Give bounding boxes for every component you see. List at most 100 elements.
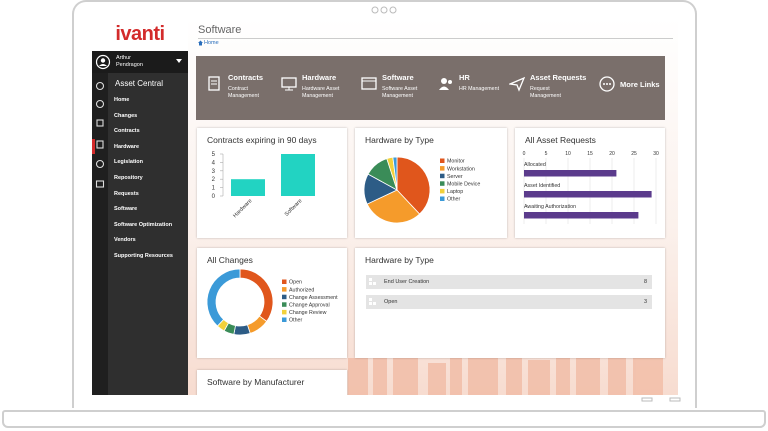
- row-label: Open: [384, 299, 398, 305]
- quick-link-title: More Links: [620, 80, 660, 89]
- quick-link-title: Contracts: [228, 73, 264, 82]
- dropdown-caret: [176, 59, 182, 63]
- legend-label: Authorized: [289, 287, 314, 293]
- legend-swatch: [282, 309, 287, 315]
- pie-slice: [392, 156, 398, 191]
- bar: [524, 191, 652, 198]
- bar: [231, 179, 265, 196]
- legend-swatch: [440, 158, 445, 163]
- breadcrumb[interactable]: Home: [204, 40, 219, 46]
- quick-link[interactable]: Asset Requests Request Management: [509, 56, 586, 120]
- page-title: Software: [198, 24, 242, 36]
- row-icon: [369, 298, 376, 305]
- chart: 0 5 10 15 20 25 30 Allocated Asset Identified Awa…: [523, 151, 659, 224]
- legend-swatch: [282, 287, 287, 292]
- quick-link-title: Software: [382, 73, 414, 82]
- changes-widget: All Changes Open Authorized Change Assessme…: [197, 248, 347, 358]
- donut-segment: [206, 268, 241, 327]
- quick-link[interactable]: Hardware Hardware Asset Management: [281, 56, 351, 120]
- donut-segment: [239, 268, 274, 322]
- menu-item[interactable]: Changes: [114, 112, 138, 119]
- chart: 0 1 2 3 4 5 Hardware Software: [212, 152, 315, 219]
- section-title: Asset Central: [115, 79, 164, 88]
- x-tick-label: Hardware: [232, 198, 253, 219]
- quick-link[interactable]: Software Software Asset Management: [361, 56, 431, 120]
- legend-swatch: [440, 196, 445, 201]
- menu-item[interactable]: Supporting Resources: [114, 253, 173, 259]
- category-label: Asset Identified: [524, 183, 560, 189]
- header-rule: [198, 38, 673, 39]
- logo[interactable]: ivanti: [92, 18, 188, 51]
- x-tick-label: Software: [284, 198, 304, 218]
- quick-link[interactable]: HR HR Management: [438, 56, 508, 120]
- row-count: 3: [643, 299, 647, 305]
- bar: [281, 154, 315, 196]
- menu-item[interactable]: Software: [114, 206, 138, 213]
- menu-item[interactable]: Vendors: [114, 237, 136, 244]
- row-count: 8: [643, 279, 647, 285]
- quick-link-icon: [599, 76, 615, 92]
- contracts-widget: Contracts expiring in 90 days 0 1 2 3 4 5 Hardw…: [197, 128, 347, 238]
- quick-link-subtitle: Request Management: [530, 86, 561, 99]
- legend-label: Open: [289, 280, 302, 286]
- y-tick-label: 3: [212, 169, 216, 175]
- quick-links-banner: Contracts Contract Management Hardware Hard…: [196, 56, 665, 120]
- x-tick-label: 20: [609, 151, 615, 157]
- legend-swatch: [282, 294, 287, 300]
- software-manufacturer-widget: Software by Manufacturer: [197, 370, 347, 395]
- user-name: Arthur Pendragon: [116, 55, 143, 68]
- legend-label: Workstation: [447, 166, 475, 172]
- widget-title: Hardware by Type: [365, 135, 434, 145]
- user-bar[interactable]: Arthur Pendragon: [92, 51, 188, 73]
- widget-title: All Asset Requests: [525, 135, 596, 145]
- legend-swatch: [282, 279, 287, 284]
- y-tick-label: 5: [212, 152, 216, 158]
- quick-link-subtitle: Contract Management: [228, 86, 259, 99]
- legend-label: Monitor: [447, 159, 465, 165]
- bar: [524, 170, 617, 177]
- row-label: End User Creation: [384, 279, 430, 285]
- laptop-base: [2, 410, 766, 428]
- quick-link-icon: [509, 76, 525, 92]
- y-tick-label: 0: [212, 194, 216, 200]
- list-row[interactable]: Open 3: [366, 295, 652, 309]
- quick-link-subtitle: Hardware Asset Management: [302, 86, 340, 99]
- camera-dots: [371, 6, 397, 14]
- bar: [524, 212, 639, 219]
- laptop-frame: [72, 0, 697, 408]
- legend-label: Laptop: [447, 189, 463, 195]
- menu-item[interactable]: Legislation: [114, 159, 144, 166]
- y-tick-label: 2: [212, 177, 216, 183]
- menu-item[interactable]: Hardware: [114, 143, 140, 150]
- legend-swatch: [440, 181, 445, 186]
- quick-link-title: Asset Requests: [530, 73, 587, 82]
- x-tick-label: 5: [545, 151, 548, 157]
- legend-label: Mobile Device: [447, 182, 480, 188]
- list-row[interactable]: End User Creation 8: [366, 275, 652, 289]
- quick-link[interactable]: Contracts Contract Management: [207, 56, 277, 120]
- active-indicator: [92, 138, 95, 154]
- legend-label: Other: [447, 197, 460, 203]
- menu-item[interactable]: Home: [114, 97, 130, 103]
- legend-label: Server: [447, 174, 463, 180]
- quick-link-title: HR: [459, 73, 470, 82]
- home-icon: [198, 40, 203, 46]
- menu-item[interactable]: Requests: [114, 190, 139, 197]
- menu-item[interactable]: Repository: [114, 175, 143, 181]
- menu-item[interactable]: Contracts: [114, 128, 140, 135]
- quick-link-icon: [439, 78, 452, 90]
- legend-swatch: [440, 173, 445, 179]
- legend-swatch: [440, 188, 445, 194]
- widget-title: Hardware by Type: [365, 255, 434, 265]
- side-menu: [108, 51, 188, 395]
- quick-link[interactable]: More Links: [599, 56, 669, 120]
- menu-item[interactable]: Software Optimization: [114, 221, 173, 228]
- icon-rail: [92, 51, 108, 395]
- hardware-pie-widget: Hardware by Type Monitor Workstation Server…: [355, 128, 507, 238]
- y-tick-label: 1: [212, 186, 216, 192]
- donut-segment: [233, 324, 251, 336]
- quick-link-subtitle: Software Asset Management: [382, 86, 418, 99]
- x-tick-label: 30: [653, 151, 659, 157]
- hardware-list-widget: Hardware by Type End User Creation 8 Open 3: [355, 248, 665, 358]
